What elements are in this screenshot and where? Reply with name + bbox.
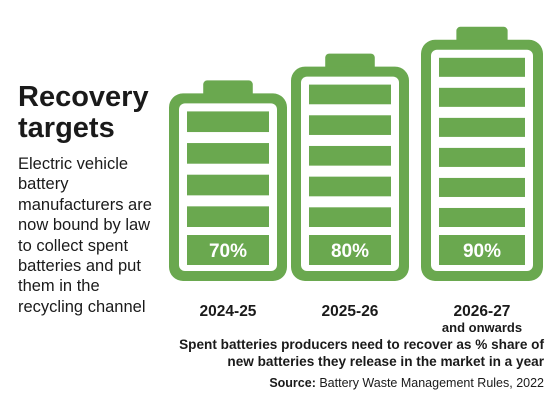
battery-segment [439,177,525,197]
category-sublabel: and onwards [442,320,522,335]
battery-segment [187,143,269,164]
battery-cap [203,80,253,98]
value-label: 80% [331,241,369,262]
category-label: 2024-25 [200,303,257,320]
battery-label-block [439,235,525,265]
battery-bar-2024-25: 70% [169,80,287,282]
value-label: 70% [209,241,247,262]
source-text: Battery Waste Management Rules, 2022 [315,376,544,390]
source-line: Source: Battery Waste Management Rules, … [176,376,544,390]
battery-segment [439,57,525,77]
battery-segment [439,147,525,167]
battery-bar-2026-27: 90% [421,26,543,281]
battery-segment [309,145,391,166]
battery-segment [309,207,391,227]
chart-note: Spent batteries producers need to recove… [179,337,544,369]
chart-title: Recovery targets [18,81,149,144]
value-label: 90% [463,241,501,262]
battery-segment [309,115,391,135]
battery-cap [456,26,508,44]
battery-segment [309,176,391,197]
category-label: 2026-27 [454,303,511,320]
category-label: 2025-26 [322,303,379,320]
battery-label-block [309,235,391,265]
chart-subtitle: Electric vehicle battery manufacturers a… [18,155,152,316]
source-label: Source: [269,376,316,390]
battery-label-block [187,235,269,265]
battery-segment [439,87,525,107]
battery-segment [187,206,269,227]
battery-segment [439,207,525,227]
battery-cap [325,53,375,71]
battery-segment [309,84,391,105]
battery-segment [439,117,525,137]
battery-segment [187,111,269,133]
battery-bar-2025-26: 80% [291,53,409,281]
battery-segment [187,174,269,196]
